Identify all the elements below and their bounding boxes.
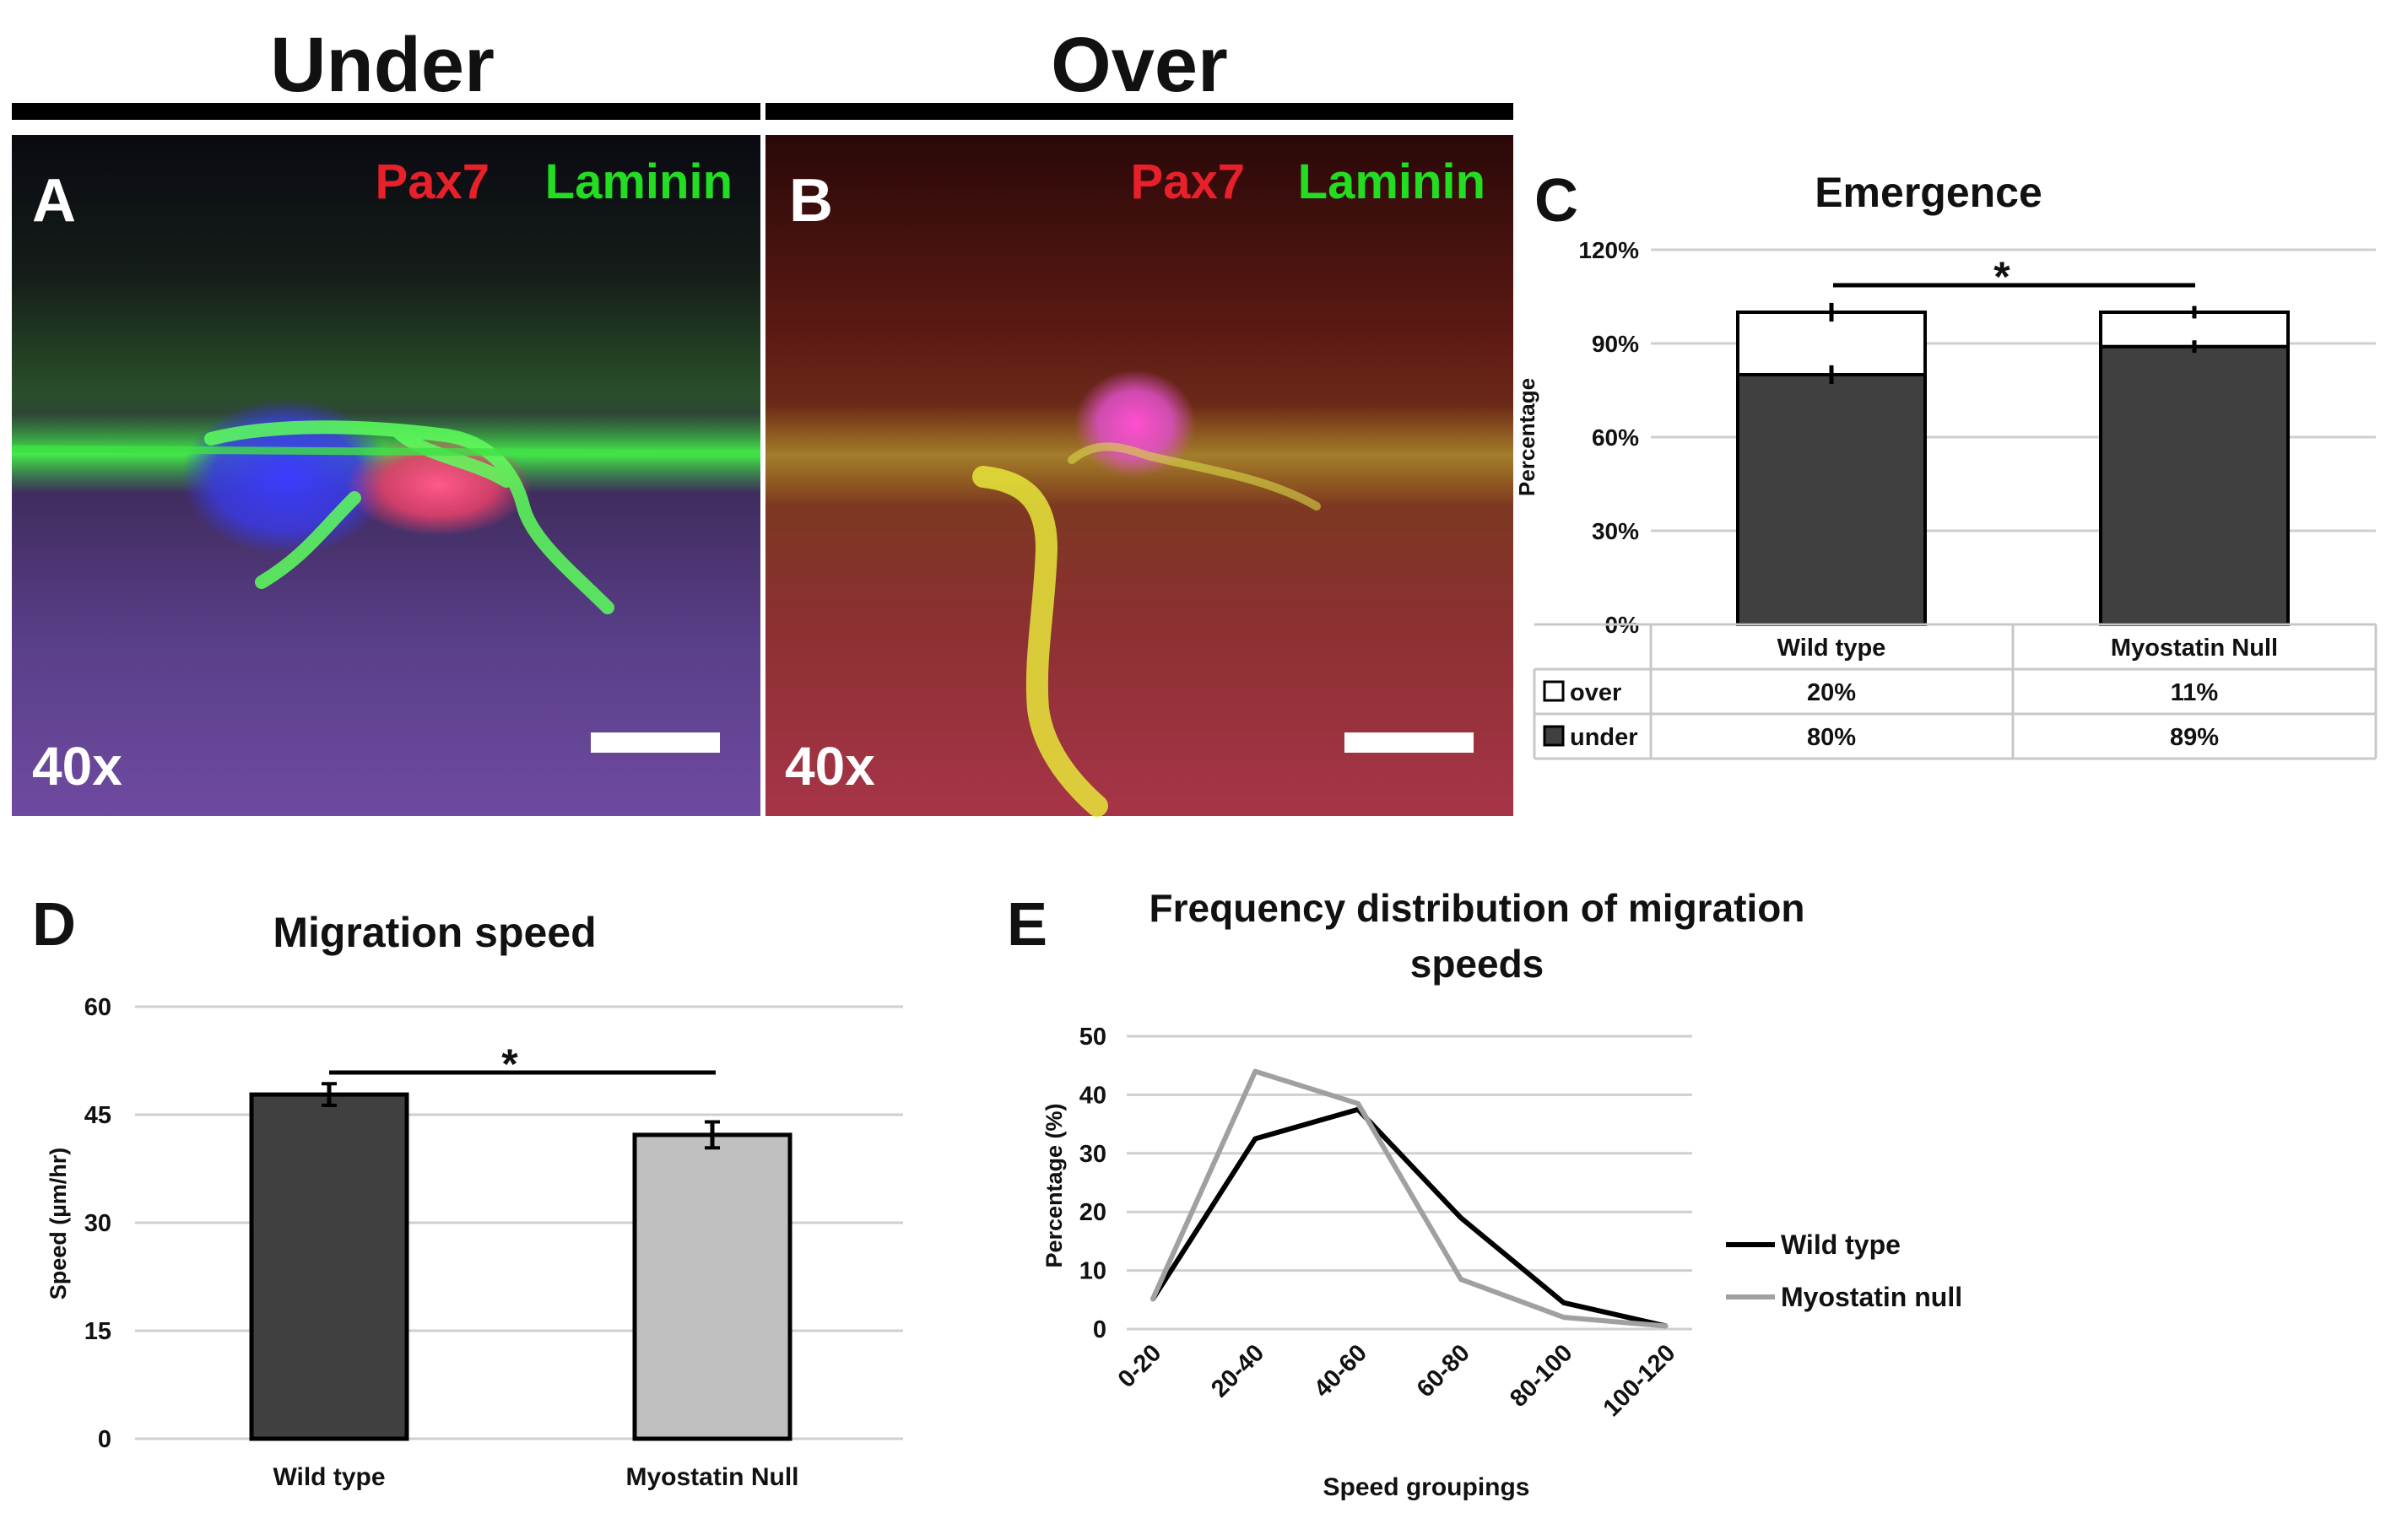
panel-c-category-myostatin-null: Myostatin Null bbox=[2111, 635, 2278, 662]
panel-e-point-myostatin-null-100-120 bbox=[1664, 1324, 1669, 1328]
over-divider-bar bbox=[765, 103, 1513, 120]
panel-d-y-tick-label: 30 bbox=[84, 1210, 111, 1237]
panel-c-legend-label-under: under bbox=[1570, 724, 1638, 751]
over-label: Over bbox=[1051, 22, 1228, 108]
panel-e-frequency-chart: E Frequency distribution of migration sp… bbox=[1007, 886, 1962, 1501]
micrograph-b-letter: B bbox=[789, 167, 833, 235]
panel-e-series-line-myostatin-null bbox=[1150, 1068, 1667, 1329]
panel-e-point-myostatin-null-60-80 bbox=[1458, 1278, 1463, 1282]
panel-d-y-tick-label: 15 bbox=[84, 1318, 111, 1345]
panel-e-y-axis-label: Percentage (%) bbox=[1041, 1103, 1067, 1267]
under-label: Under bbox=[270, 22, 495, 108]
panel-e-y-tick-label: 20 bbox=[1079, 1199, 1106, 1226]
panel-c-table-over-wild-type: 20% bbox=[1807, 679, 1856, 706]
panel-c-data-table: Wild type Myostatin Null over under 20% … bbox=[1533, 623, 2377, 760]
micrograph-b-laminin-branch bbox=[1068, 442, 1321, 511]
panel-d-y-tick-label: 0 bbox=[98, 1426, 111, 1453]
panel-e-y-tick-label: 0 bbox=[1093, 1316, 1106, 1343]
panel-c-legend-label-over: over bbox=[1570, 679, 1621, 706]
panel-e-title-line1: Frequency distribution of migration bbox=[1150, 886, 1805, 930]
micrograph-a: A Pax7 Laminin 40x bbox=[11, 135, 761, 816]
micrograph-a-scale-bar bbox=[591, 732, 720, 753]
panel-c-y-tick-label: 120% bbox=[1578, 237, 1639, 263]
panel-e-letter: E bbox=[1007, 891, 1047, 959]
micrograph-b-scale-bar bbox=[1344, 732, 1474, 753]
panel-e-x-tick-label-40-60: 40-60 bbox=[1309, 1339, 1372, 1402]
micrograph-a-membrane-line bbox=[11, 445, 761, 458]
panel-e-y-tick-label: 40 bbox=[1079, 1082, 1106, 1109]
panel-c-legend-swatch-under bbox=[1543, 725, 1565, 747]
under-divider-bar bbox=[12, 103, 760, 120]
micrograph-b-stain-green: Laminin bbox=[1298, 154, 1485, 209]
panel-e-point-wild-type-20-40 bbox=[1253, 1137, 1258, 1141]
panel-c-table-under-wild-type: 80% bbox=[1807, 724, 1856, 751]
panel-c-y-tick-label: 60% bbox=[1592, 424, 1639, 451]
panel-e-point-wild-type-80-100 bbox=[1561, 1300, 1566, 1305]
micrograph-b-stain-red: Pax7 bbox=[1131, 154, 1245, 209]
panel-c-bar-over-wild-type bbox=[1736, 311, 1927, 376]
panel-c-bar-under-wild-type bbox=[1736, 373, 1927, 626]
panel-d-x-tick-label-myostatin-null: Myostatin Null bbox=[625, 1463, 798, 1491]
panel-e-title-line2: speeds bbox=[1410, 942, 1544, 986]
panel-e-y-tick-label: 50 bbox=[1079, 1024, 1106, 1051]
panel-d-bar-myostatin-null bbox=[632, 1132, 792, 1441]
micrograph-b-magnification: 40x bbox=[785, 736, 875, 797]
micrograph-a-stain-red: Pax7 bbox=[376, 154, 490, 209]
panel-c-emergence-chart: C Emergence Percentage 0%30%60%90%120% *… bbox=[1514, 167, 2377, 760]
micrograph-b: B Pax7 Laminin 40x bbox=[765, 135, 1513, 817]
panel-e-x-tick-label-100-120: 100-120 bbox=[1599, 1339, 1681, 1422]
panel-c-table-under-myostatin-null: 89% bbox=[2170, 724, 2219, 751]
panel-d-migration-speed-chart: D Migration speed Speed (µm/hr) 0 15 30 45 6… bbox=[32, 891, 903, 1491]
panel-e-point-wild-type-60-80 bbox=[1458, 1216, 1463, 1220]
panel-e-legend-label-myostatin-null: Myostatin null bbox=[1781, 1282, 1962, 1312]
panel-e-point-myostatin-null-40-60 bbox=[1356, 1101, 1360, 1105]
panel-c-legend-swatch-over bbox=[1543, 680, 1565, 702]
panel-c-letter: C bbox=[1534, 167, 1578, 235]
panel-c-y-tick-label: 90% bbox=[1592, 331, 1639, 357]
panel-c-y-tick-label: 30% bbox=[1592, 518, 1639, 544]
micrograph-a-magnification: 40x bbox=[32, 736, 122, 797]
panel-e-point-myostatin-null-0-20 bbox=[1150, 1298, 1155, 1302]
panel-e-x-tick-label-0-20: 0-20 bbox=[1113, 1339, 1167, 1393]
micrograph-a-stain-green: Laminin bbox=[545, 154, 733, 209]
panel-c-title: Emergence bbox=[1815, 169, 2042, 216]
panel-d-significance-mark: * bbox=[501, 1040, 518, 1088]
micrograph-a-letter: A bbox=[32, 167, 76, 235]
panel-c-bar-under-myostatin-null bbox=[2099, 344, 2290, 626]
panel-e-y-tick-label: 30 bbox=[1079, 1141, 1106, 1168]
panel-e-point-myostatin-null-20-40 bbox=[1253, 1069, 1258, 1073]
panel-e-x-tick-label-20-40: 20-40 bbox=[1206, 1339, 1269, 1402]
micrograph-b-laminin-strand bbox=[972, 466, 1108, 817]
panel-c-y-axis-label: Percentage bbox=[1514, 378, 1539, 496]
panel-c-table-over-myostatin-null: 11% bbox=[2171, 679, 2219, 706]
panel-e-x-axis-label: Speed groupings bbox=[1323, 1473, 1529, 1501]
panel-e-point-myostatin-null-80-100 bbox=[1561, 1316, 1566, 1320]
micrograph-a-pax7-nucleus bbox=[346, 435, 532, 536]
panel-e-y-tick-label: 10 bbox=[1079, 1258, 1106, 1285]
panel-c-category-wild-type: Wild type bbox=[1777, 635, 1886, 662]
panel-d-bar-wild-type bbox=[249, 1092, 409, 1441]
panel-d-y-tick-label: 60 bbox=[84, 994, 111, 1021]
panel-d-letter: D bbox=[32, 891, 76, 959]
panel-d-x-tick-label-wild-type: Wild type bbox=[273, 1463, 385, 1491]
panel-e-x-tick-label-80-100: 80-100 bbox=[1505, 1339, 1577, 1412]
panel-c-significance-mark: * bbox=[1993, 253, 2010, 300]
panel-e-legend-label-wild-type: Wild type bbox=[1781, 1229, 1901, 1260]
panel-e-x-tick-label-60-80: 60-80 bbox=[1412, 1339, 1475, 1402]
panel-d-title: Migration speed bbox=[273, 909, 596, 956]
panel-d-y-axis-label: Speed (µm/hr) bbox=[46, 1148, 71, 1300]
panel-e-series-line-wild-type bbox=[1150, 1106, 1668, 1329]
panel-d-y-tick-label: 45 bbox=[84, 1102, 111, 1129]
